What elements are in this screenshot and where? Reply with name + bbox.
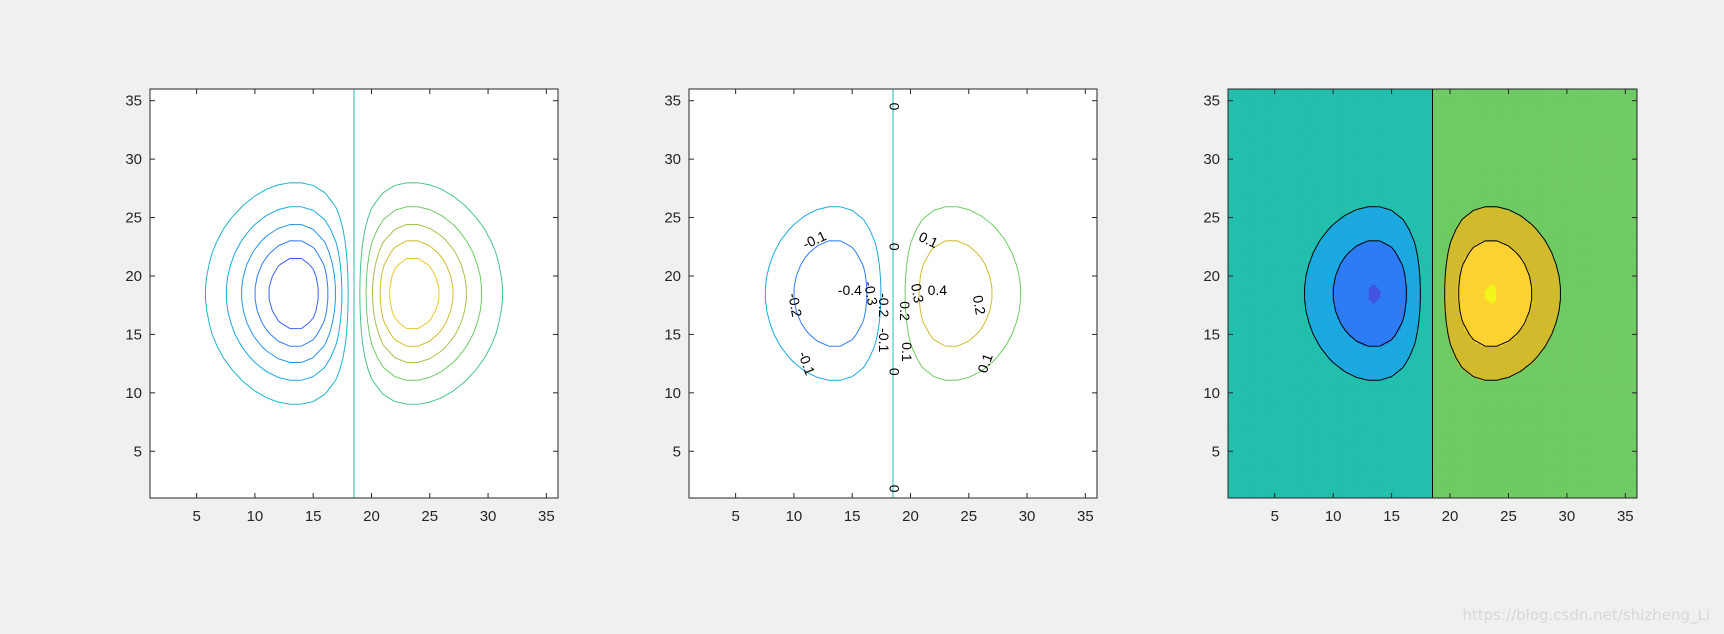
x-tick-label: 20 [902, 508, 919, 525]
y-tick-label: 25 [664, 210, 681, 227]
y-tick-label: 5 [673, 443, 681, 460]
contour-plot-lines: 5 10 15 20 25 30 35 5 10 15 20 25 30 35 [125, 89, 558, 525]
y-tick-label: 35 [664, 93, 681, 110]
x-tick-label: 30 [480, 508, 497, 525]
contour-label: -0.2 [876, 293, 892, 317]
y-tick-label: 10 [125, 385, 142, 402]
x-tick-label: 5 [192, 508, 200, 525]
x-tick-label: 25 [421, 508, 438, 525]
contour-label: 0.4 [928, 282, 948, 298]
y-tick-label: 5 [134, 443, 142, 460]
contour-label: 0.1 [899, 342, 915, 362]
contour-label: 0 [886, 103, 902, 111]
contour-label: 0 [886, 485, 902, 493]
x-tick-label: 10 [247, 508, 264, 525]
contour-label: 0.2 [970, 294, 989, 316]
x-tick-label: 20 [363, 508, 380, 525]
contour-label: -0.4 [838, 282, 862, 298]
y-tick-label: 20 [125, 268, 142, 285]
y-tick-label: 30 [664, 151, 681, 168]
contour-label: 0 [886, 243, 902, 251]
filled-regions [1228, 89, 1638, 499]
x-tick-label: 15 [844, 508, 861, 525]
y-tick-label: 35 [125, 93, 142, 110]
y-tick-label: 25 [125, 210, 142, 227]
x-tick-label: 35 [538, 508, 555, 525]
y-tick-label: 15 [664, 326, 681, 343]
y-tick-label: 30 [125, 151, 142, 168]
contour-label: 0 [886, 368, 902, 376]
x-tick-label: 25 [960, 508, 977, 525]
x-tick-label: 30 [1019, 508, 1036, 525]
x-tick-label: 5 [731, 508, 739, 525]
y-tick-label: 15 [125, 326, 142, 343]
contour-label: -0.1 [876, 328, 892, 352]
x-tick-label: 15 [305, 508, 322, 525]
y-tick-label: 10 [664, 385, 681, 402]
x-tick-label: 10 [786, 508, 803, 525]
contour-label: 0.2 [897, 301, 913, 321]
x-tick-label: 35 [1077, 508, 1094, 525]
y-tick-label: 20 [664, 268, 681, 285]
